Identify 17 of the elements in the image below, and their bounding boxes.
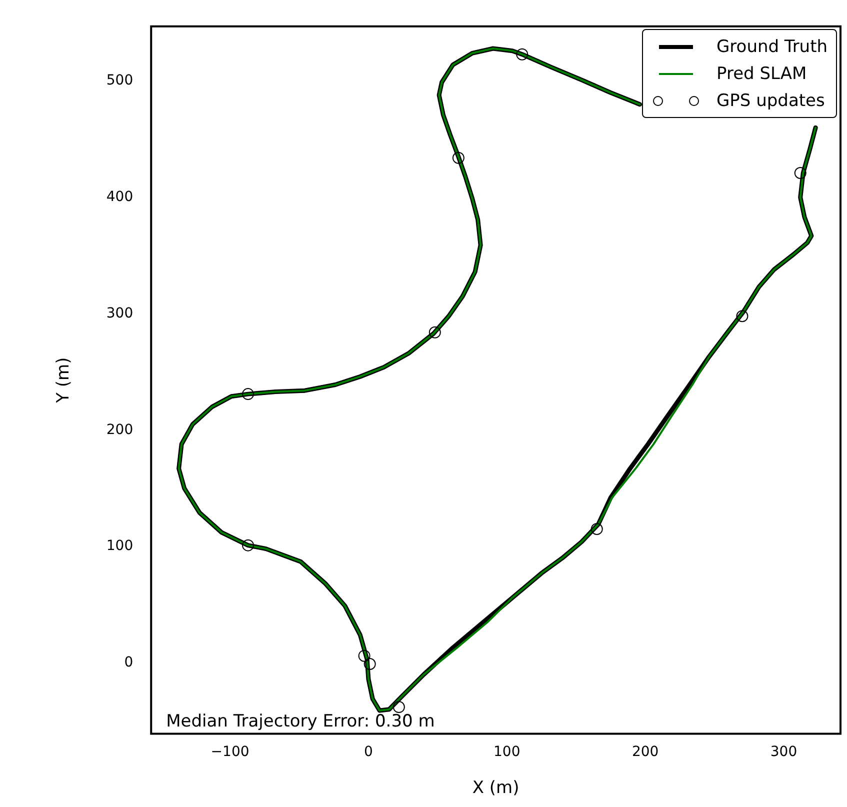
y-tick-label: 300 [106, 305, 134, 322]
x-axis-title: X (m) [472, 778, 520, 798]
legend-label: Pred SLAM [716, 64, 807, 84]
y-tick-label: 100 [106, 538, 134, 554]
x-tick-label: 300 [770, 744, 798, 760]
y-tick-label: 400 [106, 189, 134, 206]
x-tick-label: −100 [210, 744, 250, 760]
y-tick-label: 200 [106, 422, 134, 438]
legend-label: GPS updates [716, 90, 825, 111]
x-tick-label: 100 [494, 744, 520, 760]
y-tick-label: 0 [124, 654, 134, 670]
legend-label: Ground Truth [716, 36, 828, 57]
x-tick-label: 200 [632, 744, 659, 760]
x-tick-label: 0 [364, 744, 373, 760]
annotation: Median Trajectory Error: 0.30 m [166, 712, 435, 732]
y-tick-label: 500 [106, 72, 134, 89]
y-axis-title: Y (m) [54, 357, 74, 404]
